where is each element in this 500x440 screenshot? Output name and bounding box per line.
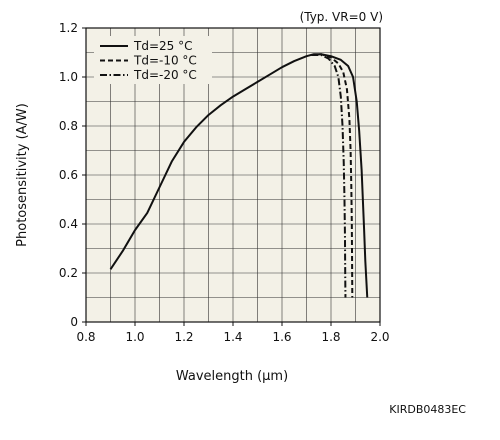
y-tick-label: 0.8 [59, 119, 78, 133]
y-tick-label: 0.6 [59, 168, 78, 182]
y-axis-label: Photosensitivity (A/W) [15, 103, 30, 247]
series-lines [109, 53, 369, 298]
y-tick-label: 0.2 [59, 266, 78, 280]
x-tick-label: 0.8 [76, 330, 95, 344]
x-tick-label: 1.2 [174, 330, 193, 344]
legend: Td=25 °C Td=-10 °C Td=-20 °C [94, 36, 212, 84]
legend-label-25c: Td=25 °C [133, 39, 192, 53]
x-tick-label: 1.0 [125, 330, 144, 344]
x-tick-label: 1.4 [223, 330, 242, 344]
legend-label-minus10c: Td=-10 °C [133, 54, 197, 68]
legend-label-minus20c: Td=-20 °C [133, 68, 197, 82]
condition-note: (Typ. VR=0 V) [300, 10, 383, 24]
series-line-2 [311, 53, 347, 298]
x-tick-label: 1.8 [321, 330, 340, 344]
y-tick-label: 0 [70, 315, 78, 329]
series-line-1 [311, 53, 354, 298]
y-tick-label: 1.2 [59, 21, 78, 35]
x-axis-label: Wavelength (μm) [176, 369, 288, 384]
y-tick-label: 0.4 [59, 217, 78, 231]
x-tick-label: 2.0 [370, 330, 389, 344]
series-line-0 [109, 53, 369, 298]
y-tick-label: 1.0 [59, 70, 78, 84]
axis-ticks: 0.8 1.0 1.2 1.4 1.6 1.8 2.0 0 0.2 0.4 0.6 0.8 1.0 1.2 [59, 21, 390, 344]
document-code: KIRDB0483EC [389, 403, 466, 416]
x-tick-label: 1.6 [272, 330, 291, 344]
